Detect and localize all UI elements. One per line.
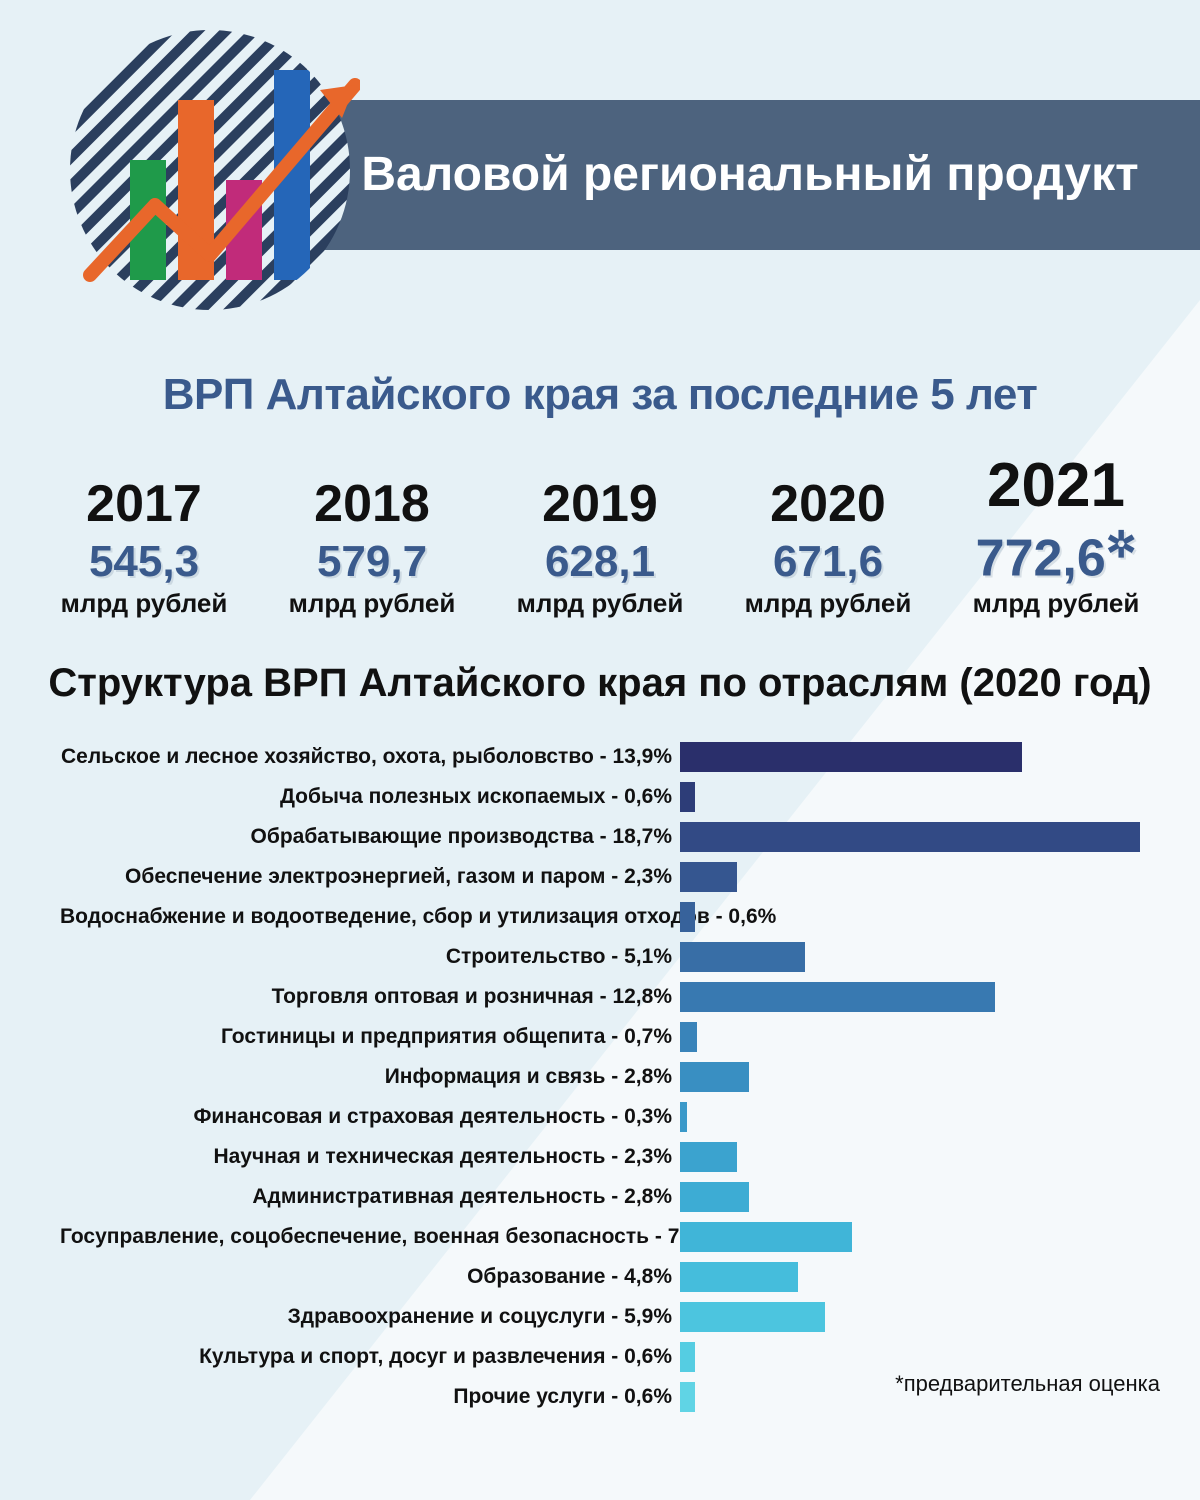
bar-row: Научная и техническая деятельность - 2,3… (60, 1137, 1140, 1177)
year-label: 2020 (714, 474, 942, 534)
bar-fill (680, 942, 805, 972)
bar-fill (680, 1182, 749, 1212)
year-block: 2017 545,3 млрд рублей (30, 474, 258, 619)
year-value: 628,1 (486, 540, 714, 584)
bar-track (680, 1222, 1140, 1252)
bar-label: Сельское и лесное хозяйство, охота, рыбо… (60, 745, 680, 769)
bar-track (680, 902, 1140, 932)
bar-row: Образование - 4,8% (60, 1257, 1140, 1297)
bar-fill (680, 1222, 852, 1252)
bar-track (680, 1182, 1140, 1212)
bar-fill (680, 782, 695, 812)
bar-row: Гостиницы и предприятия общепита - 0,7% (60, 1017, 1140, 1057)
header: Валовой региональный продукт (0, 0, 1200, 310)
year-block: 2020 671,6 млрд рублей (714, 474, 942, 619)
bar-label: Прочие услуги - 0,6% (60, 1385, 680, 1409)
bar-row: Сельское и лесное хозяйство, охота, рыбо… (60, 737, 1140, 777)
bar-row: Строительство - 5,1% (60, 937, 1140, 977)
bar-label: Строительство - 5,1% (60, 945, 680, 969)
bar-row: Добыча полезных ископаемых - 0,6% (60, 777, 1140, 817)
footnote: *предварительная оценка (895, 1371, 1160, 1397)
bar-track (680, 822, 1140, 852)
bar-label: Здравоохранение и соцуслуги - 5,9% (60, 1305, 680, 1329)
bar-track (680, 1142, 1140, 1172)
bar-fill (680, 1142, 737, 1172)
year-label: 2017 (30, 474, 258, 534)
bar-label: Добыча полезных ископаемых - 0,6% (60, 785, 680, 809)
title-banner: Валовой региональный продукт (300, 100, 1200, 250)
bar-track (680, 1062, 1140, 1092)
structure-bar-chart: Сельское и лесное хозяйство, охота, рыбо… (60, 737, 1140, 1417)
content-container: Валовой региональный продукт (0, 0, 1200, 1417)
bar-track (680, 982, 1140, 1012)
bar-label: Научная и техническая деятельность - 2,3… (60, 1145, 680, 1169)
bar-fill (680, 1102, 687, 1132)
bar-fill (680, 862, 737, 892)
bar-track (680, 1302, 1140, 1332)
bar-label: Образование - 4,8% (60, 1265, 680, 1289)
year-value: 671,6 (714, 540, 942, 584)
year-unit: млрд рублей (30, 588, 258, 619)
bar-label: Информация и связь - 2,8% (60, 1065, 680, 1089)
bar-row: Торговля оптовая и розничная - 12,8% (60, 977, 1140, 1017)
year-block: 2018 579,7 млрд рублей (258, 474, 486, 619)
main-title: Валовой региональный продукт (361, 147, 1138, 202)
bar-row: Водоснабжение и водоотведение, сбор и ут… (60, 897, 1140, 937)
subtitle: ВРП Алтайского края за последние 5 лет (0, 370, 1200, 420)
bar-fill (680, 822, 1140, 852)
bar-fill (680, 742, 1022, 772)
year-value: 545,3 (30, 540, 258, 584)
bar-label: Административная деятельность - 2,8% (60, 1185, 680, 1209)
bar-track (680, 1102, 1140, 1132)
years-row: 2017545,3млрд рублей2018579,7млрд рублей… (0, 420, 1200, 629)
bar-fill (680, 1022, 697, 1052)
bar-fill (680, 1062, 749, 1092)
year-block: 2019 628,1 млрд рублей (486, 474, 714, 619)
structure-heading: Структура ВРП Алтайского края по отрасля… (0, 659, 1200, 707)
bar-fill (680, 902, 695, 932)
year-label: 2019 (486, 474, 714, 534)
bar-label: Госуправление, соцобеспечение, военная б… (60, 1225, 680, 1249)
bar-track (680, 862, 1140, 892)
bar-fill (680, 982, 995, 1012)
year-label: 2018 (258, 474, 486, 534)
bar-track (680, 1022, 1140, 1052)
bar-track (680, 1342, 1140, 1372)
bar-track (680, 942, 1140, 972)
bar-row: Здравоохранение и соцуслуги - 5,9% (60, 1297, 1140, 1337)
year-unit: млрд рублей (942, 588, 1170, 619)
bar-row: Информация и связь - 2,8% (60, 1057, 1140, 1097)
bar-track (680, 742, 1140, 772)
bar-label: Финансовая и страховая деятельность - 0,… (60, 1105, 680, 1129)
bar-label: Торговля оптовая и розничная - 12,8% (60, 985, 680, 1009)
year-unit: млрд рублей (714, 588, 942, 619)
bar-label: Обеспечение электроэнергией, газом и пар… (60, 865, 680, 889)
logo-svg (60, 20, 360, 320)
logo (60, 20, 360, 320)
year-block: 2021 772,6✲ млрд рублей (942, 450, 1170, 619)
bar-fill (680, 1262, 798, 1292)
bar-row: Административная деятельность - 2,8% (60, 1177, 1140, 1217)
bar-label: Гостиницы и предприятия общепита - 0,7% (60, 1025, 680, 1049)
bar-fill (680, 1342, 695, 1372)
bar-fill (680, 1302, 825, 1332)
bar-label: Культура и спорт, досуг и развлечения - … (60, 1345, 680, 1369)
bar-track (680, 1262, 1140, 1292)
asterisk: ✲ (1106, 524, 1137, 565)
year-value: 772,6✲ (942, 527, 1170, 584)
year-label: 2021 (942, 450, 1170, 521)
bar-row: Обеспечение электроэнергией, газом и пар… (60, 857, 1140, 897)
bar-row: Госуправление, соцобеспечение, военная б… (60, 1217, 1140, 1257)
bar-row: Обрабатывающие производства - 18,7% (60, 817, 1140, 857)
bar-label: Водоснабжение и водоотведение, сбор и ут… (60, 905, 680, 929)
bar-track (680, 782, 1140, 812)
bar-fill (680, 1382, 695, 1412)
year-unit: млрд рублей (258, 588, 486, 619)
bar-row: Финансовая и страховая деятельность - 0,… (60, 1097, 1140, 1137)
year-value: 579,7 (258, 540, 486, 584)
bar-label: Обрабатывающие производства - 18,7% (60, 825, 680, 849)
year-unit: млрд рублей (486, 588, 714, 619)
